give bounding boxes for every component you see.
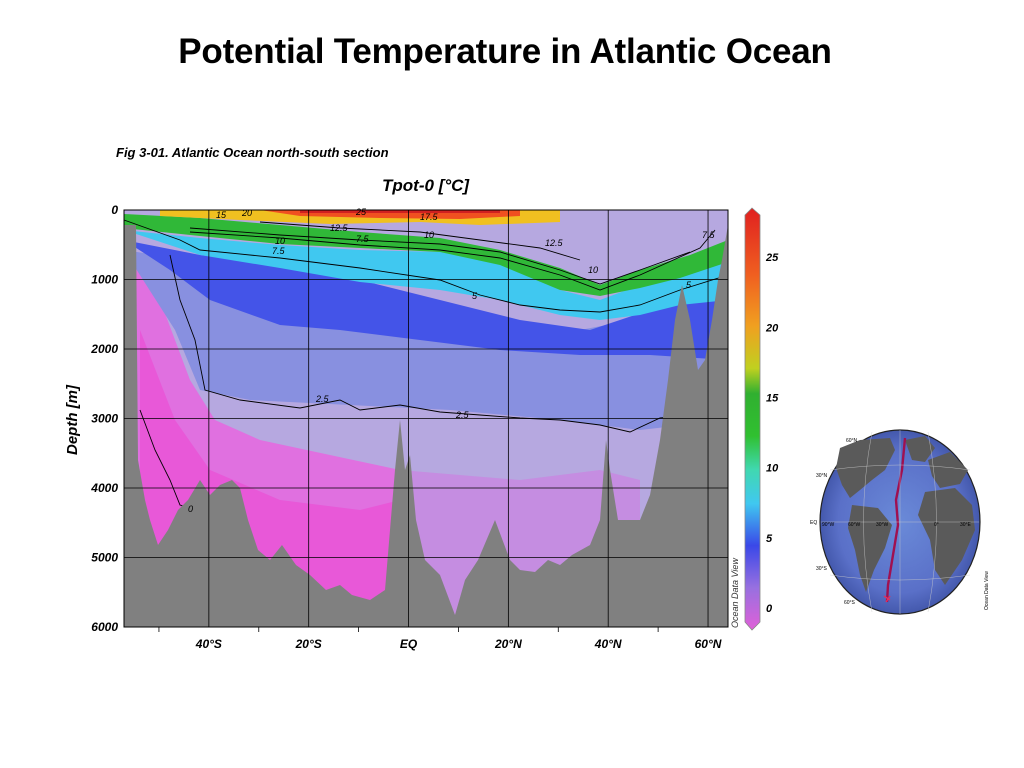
europe	[928, 452, 968, 488]
north-america	[836, 438, 895, 498]
globe-lat-eq: EQ	[810, 520, 817, 526]
x-tick-label: EQ	[400, 637, 418, 651]
africa	[918, 488, 975, 585]
globe-lon-0: 0°	[934, 522, 939, 528]
y-tick-label: 4000	[90, 481, 118, 495]
isotherm-lines	[124, 219, 728, 511]
globe-lat-60s: 60°S	[844, 600, 856, 606]
contour-label-10: 10	[275, 236, 285, 246]
contour-label-7-5: 7.5	[272, 246, 286, 256]
colorbar-tick-label: 25	[765, 252, 779, 264]
cyan-layer	[124, 230, 728, 320]
colorbar-tick-label: 5	[766, 533, 773, 545]
colorbar-tick-label: 15	[766, 392, 779, 404]
odv-watermark: Ocean Data View	[730, 558, 740, 628]
x-tick-label: 20°S	[295, 637, 322, 651]
contour-label-12-5b: 12.5	[545, 238, 564, 248]
contour-label-7-5c: 7.5	[702, 230, 716, 240]
isotherm-labels: 15 20 25 17.5 12.5 12.5 10 10 10 7.5 7.5…	[188, 207, 716, 514]
slide-title: Potential Temperature in Atlantic Ocean	[178, 32, 832, 71]
contour-label-17-5: 17.5	[420, 212, 439, 222]
cruise-track	[885, 437, 907, 603]
isotherm-10	[189, 227, 691, 285]
surface-max	[300, 210, 500, 213]
isotherm-12-5	[259, 221, 581, 261]
contour-label-10c: 10	[588, 265, 598, 275]
x-axis-ticks: 40°S 20°S EQ 20°N 40°N 60°N	[195, 637, 722, 651]
figure-caption: Fig 3-01. Atlantic Ocean north-south sec…	[116, 145, 389, 160]
y-tick-label: 2000	[90, 342, 118, 356]
greenland	[905, 436, 935, 462]
x-tick-label: 60°N	[695, 637, 722, 651]
contour-label-5b: 5	[686, 280, 692, 290]
contour-label-0: 0	[188, 504, 193, 514]
globe-lat-60n: 60°N	[846, 438, 858, 444]
globe-lon-30w: 30°W	[876, 522, 889, 528]
globe-lon-60w: 60°W	[848, 522, 861, 528]
globe-lon-90w: 90°W	[822, 522, 835, 528]
grid	[124, 210, 728, 632]
contour-label-10b: 10	[424, 230, 434, 240]
x-tick-label: 40°N	[594, 637, 622, 651]
seafloor-topography	[124, 225, 728, 627]
y-tick-label: 3000	[91, 412, 118, 426]
x-tick-label: 40°S	[195, 637, 222, 651]
y-tick-label: 0	[111, 203, 118, 217]
contour-label-20: 20	[241, 208, 252, 218]
globe-inset: 60°N 30°N EQ 30°S 60°S 90°W 60°W 30°W 0°…	[810, 429, 990, 615]
colorbar-ticks: 0 5 10 15 20 25	[765, 252, 779, 615]
globe-lat-30s: 30°S	[816, 566, 828, 572]
plot-frame	[123, 209, 729, 628]
globe-lat-30n: 30°N	[816, 473, 828, 479]
blue-layer	[124, 240, 728, 360]
colorbar-tick-label: 20	[765, 322, 779, 334]
contour-label-25: 25	[355, 207, 367, 217]
y-tick-label: 6000	[91, 620, 118, 634]
contour-label-2-5b: 2.5	[455, 410, 470, 420]
globe-graticule	[821, 430, 979, 614]
colorbar-body	[744, 207, 761, 631]
contour-label-7-5b: 7.5	[356, 234, 370, 244]
y-tick-label: 1000	[91, 273, 118, 287]
isotherm-2-5	[169, 254, 728, 433]
y-axis-label: Depth [m]	[64, 384, 81, 455]
cruise-track-start	[883, 595, 891, 603]
contour-label-12-5: 12.5	[330, 223, 349, 233]
south-america	[848, 505, 892, 592]
colorbar: 0 5 10 15 20 25	[744, 207, 779, 631]
contour-label-15: 15	[216, 210, 227, 220]
globe-watermark: Ocean Data View	[984, 571, 990, 610]
colorbar-tick-label: 0	[766, 603, 773, 615]
globe-lon-30e: 30°E	[960, 522, 972, 528]
contour-label-2-5: 2.5	[315, 394, 330, 404]
y-tick-label: 5000	[91, 551, 118, 565]
colorbar-tick-label: 10	[766, 463, 779, 475]
contour-label-5: 5	[472, 291, 478, 301]
y-axis-ticks: 0 1000 2000 3000 4000 5000 6000	[90, 203, 118, 634]
isotherm-5	[124, 219, 728, 313]
isotherm-7-5	[189, 229, 716, 291]
chart-title: Tpot-0 [°C]	[382, 176, 470, 195]
x-tick-label: 20°N	[494, 637, 522, 651]
